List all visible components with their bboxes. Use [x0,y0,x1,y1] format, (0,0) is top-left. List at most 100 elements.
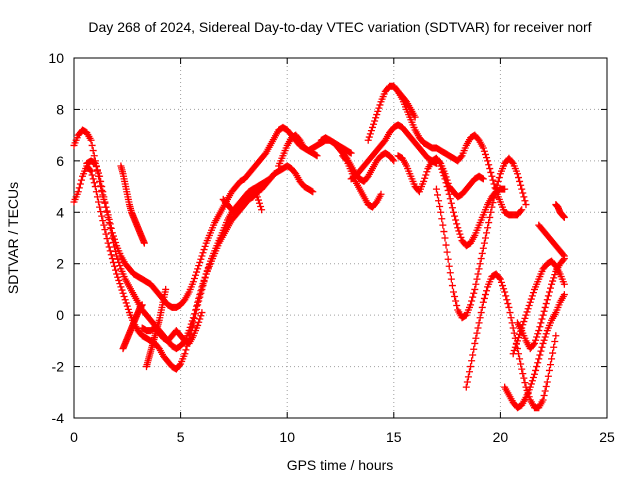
data-point [436,203,444,210]
data-point [455,227,463,235]
data-point [422,171,430,179]
data-point [452,216,460,224]
data-point [182,346,190,354]
data-point [432,185,440,193]
data-point [517,207,525,215]
data-point [74,188,82,196]
data-point [201,242,209,250]
data-point [485,161,493,169]
data-point [536,351,544,359]
data-point [114,273,122,281]
data-point [456,230,464,238]
data-point [480,239,488,247]
data-point [477,255,485,263]
data-point [474,324,482,332]
y-tick-label: -4 [52,410,65,426]
data-point [116,262,124,270]
data-point [465,368,473,376]
data-point [376,101,384,109]
data-point [197,287,205,295]
data-point [560,252,568,260]
data-point [542,330,550,338]
data-point [91,183,99,191]
data-point [449,208,457,216]
data-point [545,288,553,296]
data-point [185,327,193,335]
data-point [485,219,493,227]
data-point [253,193,261,201]
data-point [193,302,201,310]
data-point [495,274,503,282]
data-point [447,275,455,283]
data-point [194,298,202,306]
x-tick-label: 5 [177,429,185,445]
data-point [524,305,532,313]
data-point [542,383,550,390]
data-point [512,340,520,348]
data-point [140,239,148,247]
data-point [367,127,375,135]
data-point [423,168,431,176]
data-point [549,277,557,285]
data-point [520,374,528,382]
data-point [365,133,373,141]
data-point [309,188,317,196]
data-point [437,208,445,216]
data-point [258,206,266,214]
data-point [436,158,444,166]
data-point [509,324,517,332]
data-point [487,168,495,176]
data-point [190,275,198,282]
y-tick-label: 10 [48,50,64,66]
data-point [522,311,530,319]
data-point [97,177,105,185]
data-point [108,234,116,242]
data-point [486,165,494,173]
data-point [483,154,491,162]
data-point [552,332,560,340]
data-point [188,317,196,325]
data-point [468,297,476,305]
data-point [389,156,397,164]
data-point [442,179,450,187]
data-point [439,168,447,176]
y-tick-label: 4 [56,204,64,220]
data-point [549,349,557,357]
data-point [539,339,547,347]
data-point [112,248,120,255]
series-arc-8 [219,185,266,216]
data-point [198,309,206,317]
data-point [421,174,429,182]
data-point [97,208,105,216]
data-point [107,251,115,259]
data-point [373,111,381,119]
data-point [490,194,498,202]
data-point [192,271,200,279]
data-point [550,274,558,282]
data-point [269,171,277,179]
data-point [516,177,524,185]
data-point [541,387,549,395]
data-point [101,226,109,234]
data-point [88,141,96,149]
data-point [467,363,475,371]
data-point [521,314,529,322]
data-point [113,252,121,260]
data-point [86,166,94,174]
series-arc-5 [119,301,146,353]
data-point [434,191,442,199]
data-point [101,198,109,206]
data-point [194,265,202,273]
data-point [76,180,84,188]
data-point [474,270,482,278]
data-point [100,193,108,201]
data-point [196,258,204,266]
data-point [478,303,486,311]
data-point [371,117,379,125]
data-point [560,291,568,299]
data-point [102,230,110,238]
data-point [115,258,123,266]
data-point [441,234,449,242]
data-point [518,185,526,193]
